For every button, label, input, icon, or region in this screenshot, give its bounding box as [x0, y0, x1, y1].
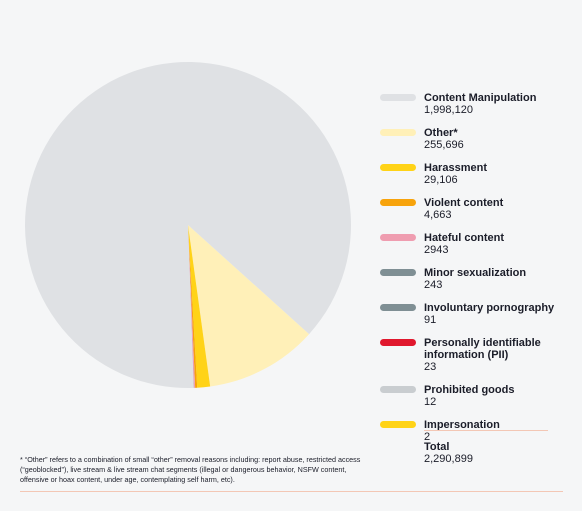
legend-item: Content Manipulation 1,998,120 [380, 92, 570, 117]
pie-slice [188, 225, 194, 388]
legend-label: Impersonation [424, 419, 500, 431]
pie-slice [188, 225, 194, 388]
legend-value: 2 [424, 431, 431, 443]
legend-item: Personally identifiable information (PII… [380, 337, 570, 374]
legend-value: 1,998,120 [424, 104, 473, 116]
total-block: Total 2,290,899 [424, 441, 473, 466]
legend-label: Violent content [424, 197, 504, 209]
legend-item: Hateful content 2943 [380, 232, 570, 257]
footnote: * “Other” refers to a combination of sma… [20, 455, 361, 484]
pie-slice [188, 225, 211, 388]
legend-swatch [380, 421, 416, 428]
legend-value: 243 [424, 279, 443, 291]
legend-item: Violent content 4,663 [380, 197, 570, 222]
legend-value: 12 [424, 396, 437, 408]
pie-slice [188, 225, 198, 388]
legend-label: Personally identifiable information (PII… [424, 337, 541, 361]
legend-swatch [380, 339, 416, 346]
legend-item: Other* 255,696 [380, 127, 570, 152]
pie-slice [188, 225, 310, 387]
legend-value: 2943 [424, 244, 449, 256]
legend-value: 29,106 [424, 174, 458, 186]
legend-value: 255,696 [424, 139, 464, 151]
legend: Content Manipulation 1,998,120 Other* 255,6… [380, 92, 570, 454]
legend-item: Harassment 29,106 [380, 162, 570, 187]
legend-swatch [380, 304, 416, 311]
legend-label: Harassment [424, 162, 487, 174]
bottom-divider [20, 491, 563, 492]
legend-label: Content Manipulation [424, 92, 537, 104]
legend-label: Other* [424, 127, 458, 139]
legend-item: Minor sexualization 243 [380, 267, 570, 292]
total-label: Total [424, 441, 450, 453]
pie-slice [188, 225, 194, 388]
pie-slice [188, 225, 196, 388]
legend-item: Impersonation 2 [380, 419, 570, 444]
legend-swatch [380, 269, 416, 276]
legend-swatch [380, 199, 416, 206]
legend-value: 23 [424, 361, 437, 373]
legend-swatch [380, 164, 416, 171]
legend-label: Involuntary pornography [424, 302, 555, 314]
legend-value: 4,663 [424, 209, 452, 221]
legend-swatch [380, 129, 416, 136]
pie-slice [188, 225, 194, 388]
total-divider [424, 430, 548, 431]
legend-item: Prohibited goods 12 [380, 384, 570, 409]
legend-label: Hateful content [424, 232, 505, 244]
pie-slice [188, 225, 194, 388]
legend-swatch [380, 234, 416, 241]
legend-item: Involuntary pornography 91 [380, 302, 570, 327]
pie-slice [25, 61, 352, 388]
legend-value: 91 [424, 314, 437, 326]
legend-label: Minor sexualization [424, 267, 527, 279]
total-value: 2,290,899 [424, 453, 473, 465]
legend-label: Prohibited goods [424, 384, 515, 396]
legend-swatch [380, 94, 416, 101]
legend-swatch [380, 386, 416, 393]
